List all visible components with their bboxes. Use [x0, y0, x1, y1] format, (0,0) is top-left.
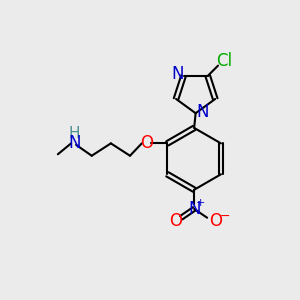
- Text: −: −: [220, 210, 230, 223]
- Text: N: N: [171, 65, 184, 83]
- Text: N: N: [197, 103, 209, 121]
- Text: N: N: [188, 200, 200, 218]
- Text: O: O: [169, 212, 182, 230]
- Text: O: O: [140, 134, 153, 152]
- Text: O: O: [209, 212, 222, 230]
- Text: N: N: [68, 134, 81, 152]
- Text: H: H: [68, 127, 80, 142]
- Text: Cl: Cl: [216, 52, 232, 70]
- Text: +: +: [196, 198, 205, 208]
